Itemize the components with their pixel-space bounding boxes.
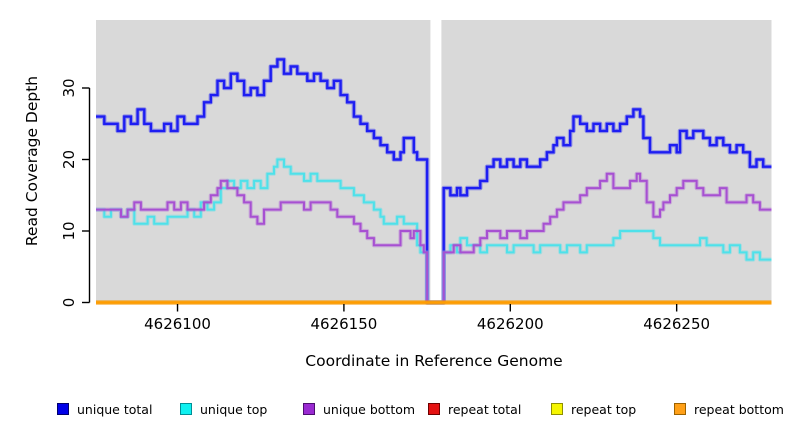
legend-swatch-icon xyxy=(428,403,440,415)
legend-label: repeat top xyxy=(571,401,637,417)
chart-canvas: 0 10 20 30 4626100 4626150 4626200 4626250 xyxy=(60,20,772,333)
series-unique-total xyxy=(96,58,772,304)
legend-label: repeat total xyxy=(448,401,522,417)
legend-item-repeat-bottom: repeat bottom xyxy=(674,401,784,417)
legend-label: unique total xyxy=(77,401,153,417)
legend-swatch-icon xyxy=(551,403,563,415)
legend-item-unique-top: unique top xyxy=(180,401,267,417)
x-tick-label: 4626200 xyxy=(477,315,544,333)
x-axis-title: Coordinate in Reference Genome xyxy=(305,352,563,370)
x-tick-label: 4626100 xyxy=(144,315,211,333)
legend-swatch-icon xyxy=(57,403,69,415)
legend-swatch-icon xyxy=(303,403,315,415)
legend-swatch-icon xyxy=(180,403,192,415)
legend-label: unique top xyxy=(200,401,268,417)
y-tick-label: 30 xyxy=(60,78,78,97)
series-unique-top xyxy=(96,158,772,304)
x-tick-label: 4626250 xyxy=(643,315,710,333)
legend-swatch-icon xyxy=(674,403,686,415)
x-tick-label: 4626150 xyxy=(310,315,377,333)
legend-item-unique-bottom: unique bottom xyxy=(303,401,415,417)
y-axis-title: Read Coverage Depth xyxy=(23,75,41,247)
legend-item-repeat-total: repeat total xyxy=(428,401,521,417)
y-tick-label: 0 xyxy=(60,298,78,308)
legend-item-unique-total: unique total xyxy=(57,401,152,417)
legend-item-repeat-top: repeat top xyxy=(551,401,636,417)
legend-label: repeat bottom xyxy=(694,401,784,417)
y-tick-label: 10 xyxy=(60,221,78,240)
y-tick-label: 20 xyxy=(60,150,78,169)
legend-label: unique bottom xyxy=(323,401,416,417)
gap-band xyxy=(430,20,442,303)
